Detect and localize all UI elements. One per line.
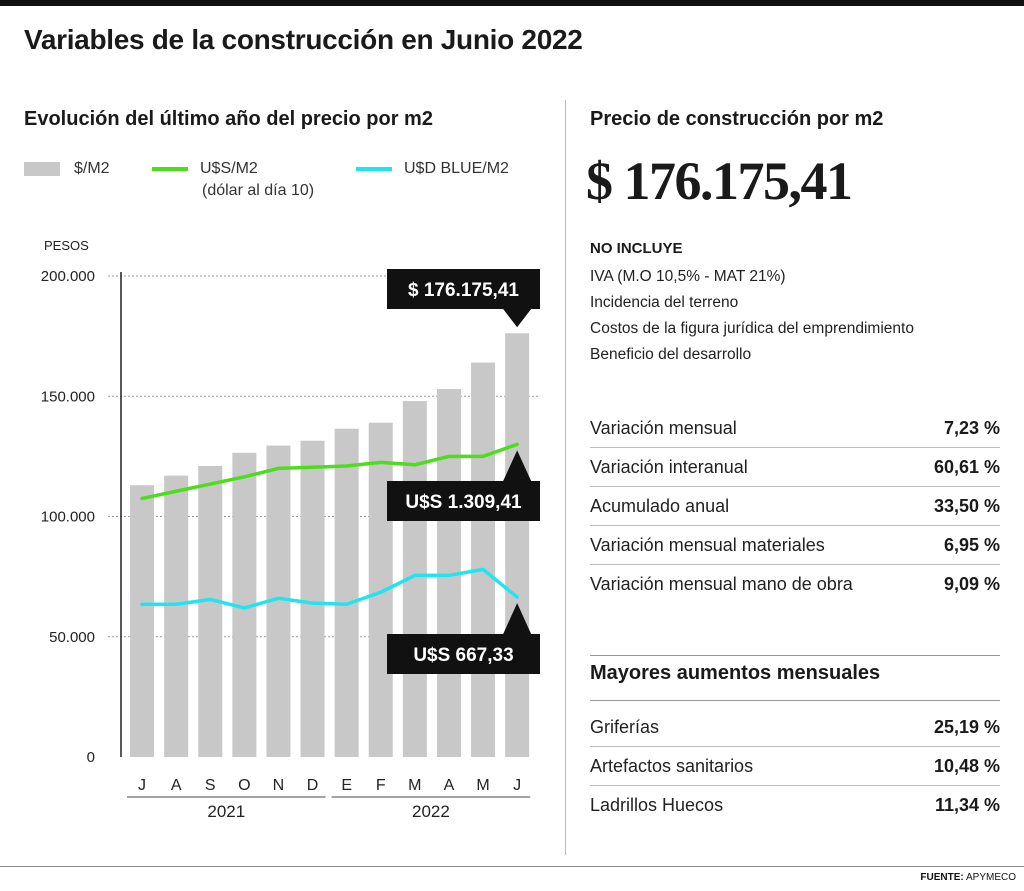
bar [334, 428, 359, 757]
x-tick-label: F [376, 777, 386, 794]
callout-pointer [503, 309, 532, 328]
y-tick-label: 200.000 [41, 268, 95, 285]
source-credit: FUENTE: APYMECO [920, 872, 1016, 883]
callout-box [387, 634, 540, 674]
x-tick-label: A [444, 777, 455, 794]
y-tick-label: 50.000 [49, 629, 95, 646]
callout-label: U$S 667,33 [413, 645, 513, 666]
top-bar [0, 0, 1024, 6]
variation-label: Variación interanual [590, 457, 748, 477]
excludes-item: Costos de la figura jurídica del emprend… [590, 320, 914, 337]
increases-table: Griferías 25,19 % Artefactos sanitarios 10… [590, 708, 1000, 824]
callout-pointer [503, 603, 532, 634]
legend-note-usd: (dólar al día 10) [202, 182, 315, 199]
variation-value: 60,61 % [933, 457, 1000, 477]
bar [505, 333, 530, 757]
callout-box [387, 269, 540, 309]
variation-row: Variación mensual materiales 6,95 % [590, 526, 1000, 565]
increase-label: Griferías [590, 717, 660, 737]
x-tick-label: M [408, 777, 421, 794]
bar [198, 465, 223, 757]
usd-line [140, 442, 519, 501]
excludes-title: NO INCLUYE [590, 240, 683, 257]
y-tick-label: 0 [87, 749, 95, 766]
excludes-item: Beneficio del desarrollo [590, 346, 752, 363]
y-tick-label: 100.000 [41, 509, 95, 526]
increase-row: Griferías 25,19 % [590, 708, 1000, 747]
x-tick-label: N [273, 777, 285, 794]
callout-pointer [503, 450, 532, 481]
callout-label: $ 176.175,41 [408, 280, 519, 301]
increases-title: Mayores aumentos mensuales [590, 662, 881, 684]
blue-line [140, 567, 519, 610]
construction-price: $ 176.175,41 [586, 151, 853, 211]
increase-value: 25,19 % [933, 717, 1000, 737]
variation-label: Variación mensual mano de obra [590, 574, 853, 594]
y-axis-title: PESOS [44, 238, 89, 253]
callout-box [387, 481, 540, 521]
legend-swatch-blue [356, 166, 392, 171]
source-label: FUENTE: [920, 872, 964, 883]
source-name: APYMECO [965, 872, 1016, 883]
x-tick-label: A [171, 777, 182, 794]
price-subtitle: Precio de construcción por m2 [590, 108, 884, 130]
legend-item-usd: U$S/M2 (dólar al día 10) [152, 160, 314, 200]
price-evolution-chart: PESOS 0 50.000 100.000 150.000 200.000 J A S O N D E… [41, 238, 540, 821]
increase-row: Ladrillos Huecos 11,34 % [590, 786, 1000, 824]
bar [300, 440, 325, 757]
increase-label: Ladrillos Huecos [590, 795, 724, 815]
increase-value: 11,34 % [934, 795, 1000, 815]
chart-subtitle: Evolución del último año del precio por … [24, 108, 433, 130]
x-tick-label: S [205, 777, 216, 794]
variation-value: 7,23 % [943, 418, 1000, 438]
legend-item-blue: U$D BLUE/M2 [356, 160, 509, 178]
variation-label: Variación mensual [590, 418, 737, 438]
variation-label: Variación mensual materiales [590, 535, 825, 555]
section-divider [590, 655, 1000, 656]
x-tick-label: D [307, 777, 319, 794]
variation-value: 6,95 % [943, 535, 1000, 555]
legend-label-bars: $/M2 [74, 160, 110, 177]
footer-rule [0, 866, 1024, 867]
variations-table: Variación mensual 7,23 % Variación intera… [590, 409, 1000, 603]
variation-row: Variación interanual 60,61 % [590, 448, 1000, 487]
variation-label: Acumulado anual [590, 496, 730, 516]
legend-label-blue: U$D BLUE/M2 [404, 160, 509, 177]
x-tick-label: J [138, 777, 146, 794]
year-label: 2022 [412, 802, 450, 821]
year-label: 2021 [207, 802, 245, 821]
excludes-item: IVA (M.O 10,5% - MAT 21%) [590, 268, 786, 285]
x-tick-label: O [238, 777, 250, 794]
legend-swatch-bars [24, 161, 60, 176]
legend-item-bars: $/M2 [24, 160, 110, 178]
variation-value: 9,09 % [943, 574, 1000, 594]
page-title: Variables de la construcción en Junio 20… [24, 24, 583, 55]
increase-row: Artefactos sanitarios 10,48 % [590, 747, 1000, 786]
excludes-list: IVA (M.O 10,5% - MAT 21%) Incidencia del… [590, 264, 914, 368]
legend-label-usd: U$S/M2 [200, 160, 258, 177]
variation-value: 33,50 % [933, 496, 1000, 516]
bar [130, 485, 155, 757]
excludes-item: Incidencia del terreno [590, 294, 739, 311]
increase-label: Artefactos sanitarios [590, 756, 754, 776]
variation-row: Acumulado anual 33,50 % [590, 487, 1000, 526]
section-divider [590, 700, 1000, 701]
x-tick-label: E [341, 777, 352, 794]
x-tick-label: J [513, 777, 521, 794]
x-tick-label: M [476, 777, 489, 794]
variation-row: Variación mensual 7,23 % [590, 409, 1000, 448]
y-tick-label: 150.000 [41, 388, 95, 405]
bar [471, 362, 496, 757]
legend-swatch-usd [152, 166, 188, 171]
bar [164, 475, 189, 757]
increase-value: 10,48 % [933, 756, 1000, 776]
callout-label: U$S 1.309,41 [405, 492, 522, 513]
column-divider [565, 100, 566, 855]
variation-row: Variación mensual mano de obra 9,09 % [590, 565, 1000, 603]
